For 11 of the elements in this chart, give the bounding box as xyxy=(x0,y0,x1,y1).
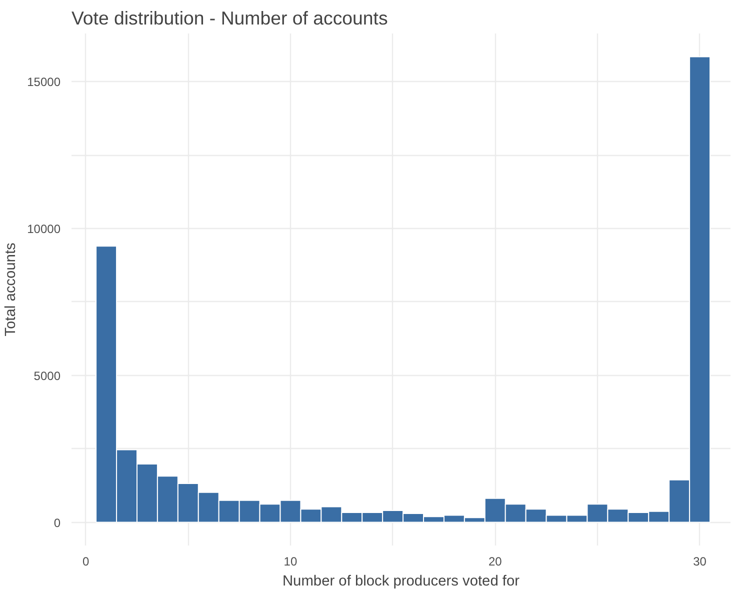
chart-title: Vote distribution - Number of accounts xyxy=(72,8,388,28)
x-tick-label: 30 xyxy=(693,554,707,568)
y-tick-label: 15000 xyxy=(27,75,61,90)
y-axis-title: Total accounts xyxy=(3,242,20,336)
y-tick-label: 10000 xyxy=(27,222,61,236)
x-tick-label: 0 xyxy=(82,554,90,568)
x-axis-title: Number of block producers voted for xyxy=(282,574,520,590)
x-tick-label: 20 xyxy=(488,554,502,568)
y-tick-label: 5000 xyxy=(34,368,61,383)
x-tick-label: 10 xyxy=(284,554,298,568)
y-tick-label: 0 xyxy=(54,516,61,530)
